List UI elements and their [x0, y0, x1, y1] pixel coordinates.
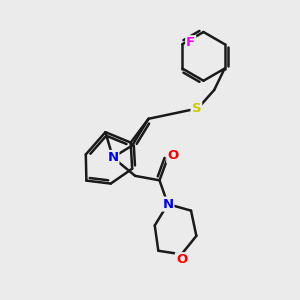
- Text: S: S: [192, 102, 201, 115]
- Text: O: O: [167, 149, 178, 162]
- Text: F: F: [186, 36, 195, 49]
- Text: N: N: [162, 198, 173, 211]
- Text: O: O: [176, 253, 187, 266]
- Text: N: N: [107, 151, 118, 164]
